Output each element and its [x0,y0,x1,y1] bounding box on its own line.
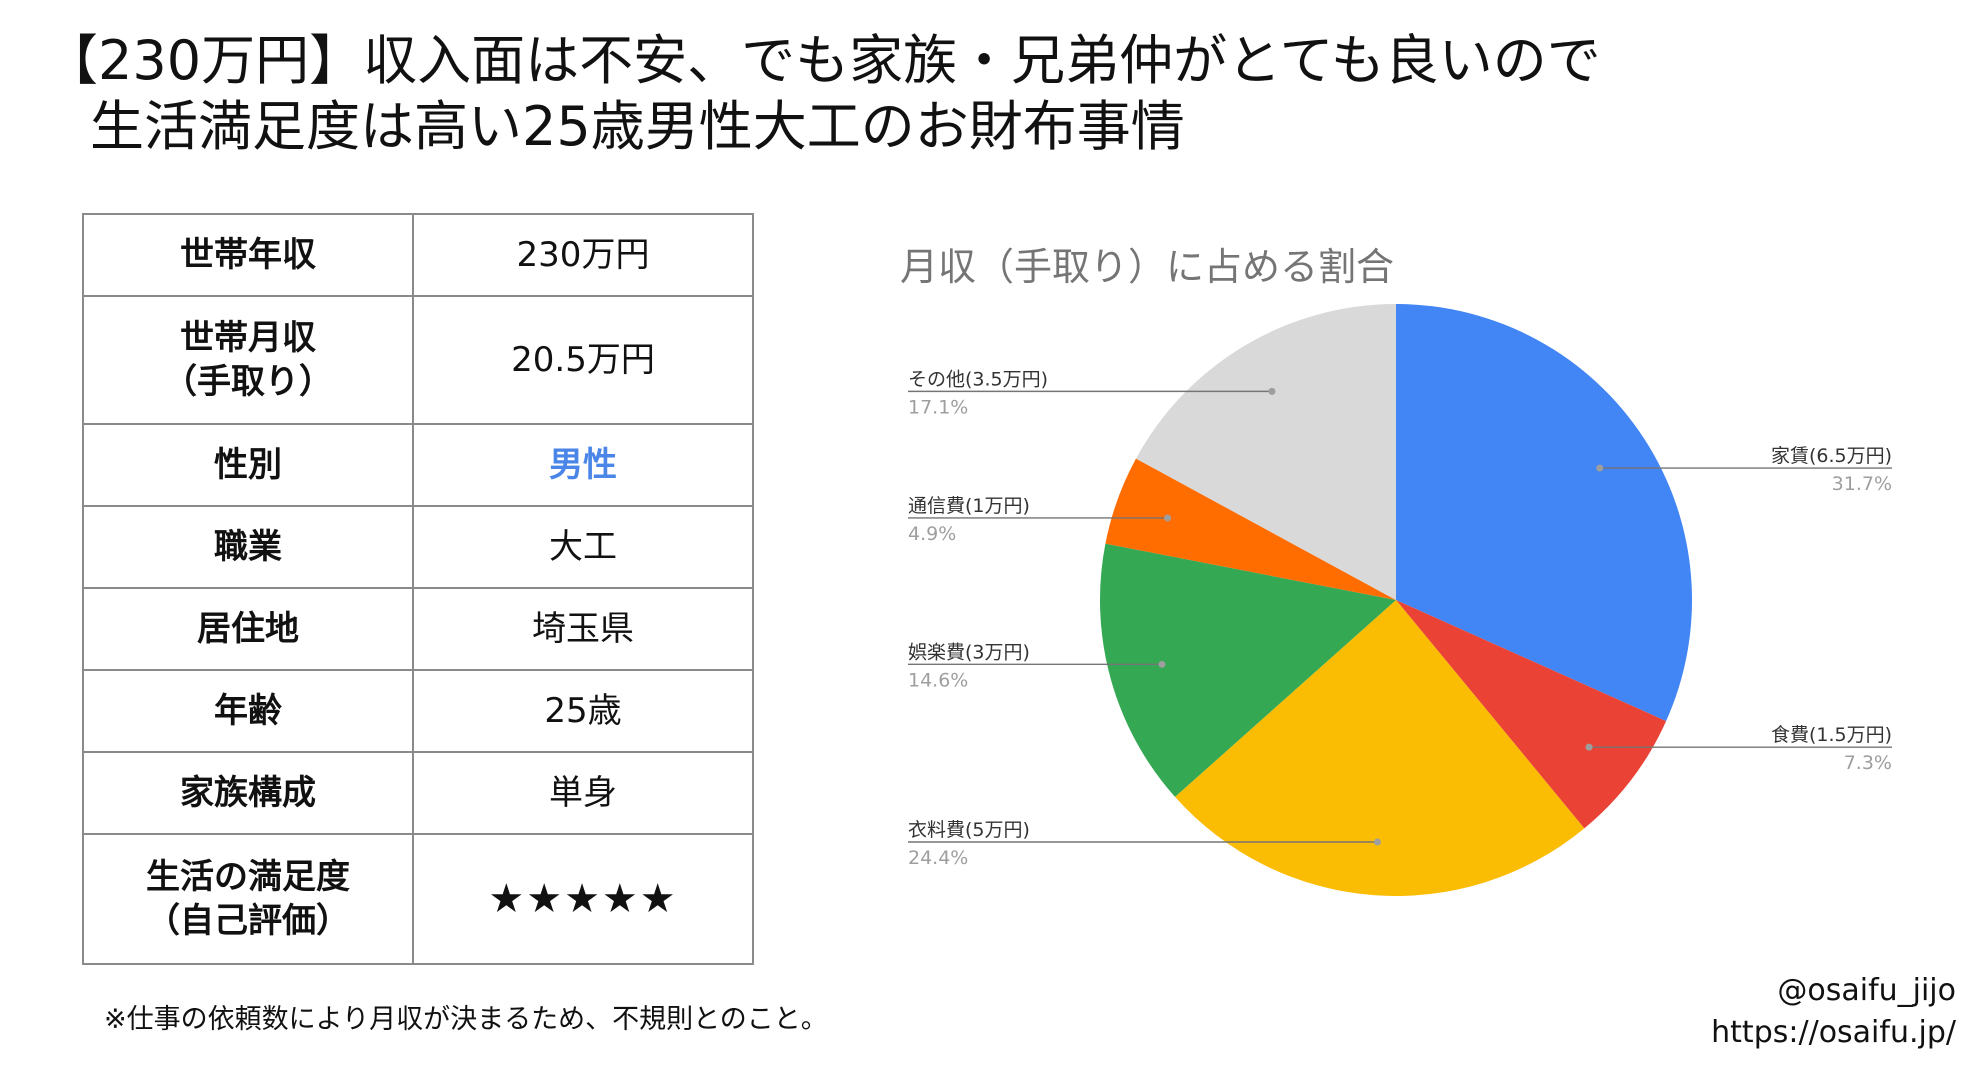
credits: @osaifu_jijo https://osaifu.jp/ [1711,970,1956,1054]
profile-value-stars: ★★★★★ [412,833,754,965]
profile-label-main: 性別 [214,445,282,485]
profile-label-main: 世帯年収 [180,235,316,275]
slice-label: その他(3.5万円) [908,368,1048,390]
profile-row: 性別 男性 [82,423,754,507]
leader-dot [1596,464,1604,472]
profile-value: 230万円 [412,213,754,297]
profile-label: 性別 [82,423,414,507]
profile-value: 20.5万円 [412,295,754,425]
page-title: 【230万円】収入面は不安、でも家族・兄弟仲がとても良いので 生活満足度は高い2… [44,28,1944,160]
slice-label: 食費(1.5万円) [1771,724,1892,746]
slice-label: 娯楽費(3万円) [908,641,1030,663]
slice-percent-label: 24.4% [908,847,968,869]
leader-dot [1373,838,1381,846]
profile-label: 世帯月収 （手取り） [82,295,414,425]
profile-label: 居住地 [82,587,414,671]
profile-label: 生活の満足度 （自己評価） [82,833,414,965]
pie-slice [1396,304,1692,722]
profile-label-main: 居住地 [197,609,299,649]
credit-handle: @osaifu_jijo [1777,973,1956,1008]
title-line-1: 【230万円】収入面は不安、でも家族・兄弟仲がとても良いので [44,29,1601,92]
profile-label-main: 家族構成 [180,773,316,813]
profile-row: 年齢 25歳 [82,669,754,753]
profile-label: 職業 [82,505,414,589]
profile-row: 家族構成 単身 [82,751,754,835]
slice-percent-label: 14.6% [908,669,968,691]
leader-dot [1268,387,1276,395]
profile-row: 居住地 埼玉県 [82,587,754,671]
credit-url: https://osaifu.jp/ [1711,1015,1956,1050]
pie-chart: 家賃(6.5万円) 31.7% 食費(1.5万円) 7.3% 衣料費(5万円) 24.4%… [908,304,1892,896]
profile-label-main: 職業 [214,527,282,567]
pie-slice [1105,458,1396,600]
title-line-2: 生活満足度は高い25歳男性大工のお財布事情 [90,95,1185,158]
pie-slice [1100,543,1396,797]
profile-table: 世帯年収 230万円 世帯月収 （手取り） 20.5万円 性別 男性 職業 大工 居住地 埼玉県 年齢… [82,213,754,965]
profile-value: 埼玉県 [412,587,754,671]
profile-label: 年齢 [82,669,414,753]
profile-row: 世帯年収 230万円 [82,213,754,297]
profile-label: 家族構成 [82,751,414,835]
profile-label-main: 年齢 [214,691,282,731]
leader-dot [1164,514,1172,522]
slice-percent-label: 31.7% [1832,473,1892,495]
profile-label: 世帯年収 [82,213,414,297]
profile-value: 大工 [412,505,754,589]
profile-label-main: 世帯月収 [180,318,316,358]
profile-value: 男性 [412,423,754,507]
profile-row: 生活の満足度 （自己評価） ★★★★★ [82,833,754,965]
footnote: ※仕事の依頼数により月収が決まるため、不規則とのこと。 [104,1004,828,1035]
slice-percent-label: 4.9% [908,523,956,545]
profile-value: 単身 [412,751,754,835]
slice-label: 家賃(6.5万円) [1771,445,1892,467]
leader-dot [1158,660,1166,668]
slice-percent-label: 7.3% [1844,752,1892,774]
slice-label: 通信費(1万円) [908,495,1030,517]
pie-slice [1175,600,1585,896]
pie-slice [1135,304,1396,600]
profile-label-main: 生活の満足度 [146,857,350,897]
slice-percent-label: 17.1% [908,396,968,418]
profile-value: 25歳 [412,669,754,753]
slice-label: 衣料費(5万円) [908,819,1030,841]
profile-row: 世帯月収 （手取り） 20.5万円 [82,295,754,425]
profile-label-sub: （手取り） [163,362,333,402]
profile-label-sub: （自己評価） [146,901,350,941]
profile-row: 職業 大工 [82,505,754,589]
chart-title: 月収（手取り）に占める割合 [900,245,1395,289]
pie-slice [1396,600,1667,829]
leader-dot [1585,743,1593,751]
